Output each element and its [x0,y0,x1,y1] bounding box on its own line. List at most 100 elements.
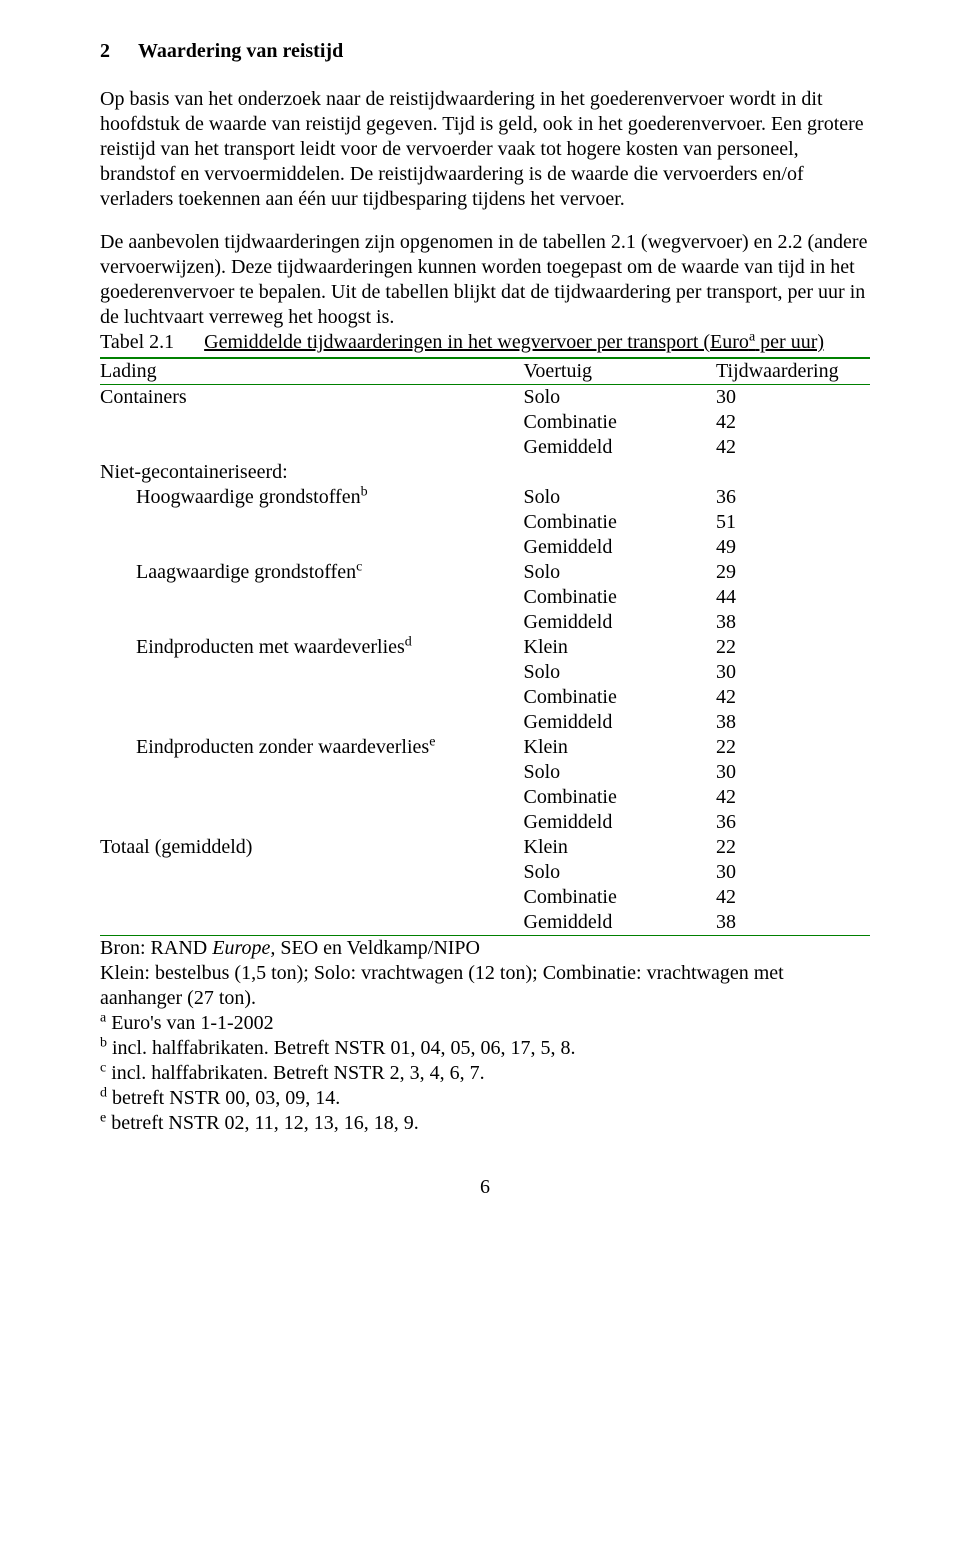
table-row: Solo30 [100,760,870,785]
cell-lading [100,610,524,635]
table-row: Niet-gecontaineriseerd: [100,460,870,485]
table-row: Eindproducten met waardeverliesdKlein22 [100,635,870,660]
cell-voertuig: Gemiddeld [524,535,717,560]
cell-lading: Niet-gecontaineriseerd: [100,460,524,485]
table-row: Combinatie44 [100,585,870,610]
cell-voertuig: Gemiddeld [524,710,717,735]
cell-voertuig: Gemiddeld [524,435,717,460]
cell-voertuig: Solo [524,760,717,785]
cell-lading: Totaal (gemiddeld) [100,835,524,860]
cell-waarde: 44 [716,585,870,610]
cell-lading: Hoogwaardige grondstoffenb [100,485,524,510]
cell-waarde: 30 [716,760,870,785]
table-header-waarde: Tijdwaardering [716,358,870,385]
cell-waarde: 22 [716,835,870,860]
cell-waarde: 38 [716,910,870,936]
cell-lading [100,585,524,610]
cell-waarde: 42 [716,410,870,435]
cell-voertuig: Solo [524,860,717,885]
cell-voertuig: Combinatie [524,510,717,535]
cell-voertuig: Klein [524,835,717,860]
cell-lading: Eindproducten zonder waardeverliese [100,735,524,760]
document-page: 2 Waardering van reistijd Op basis van he… [0,0,960,1239]
cell-lading [100,410,524,435]
table-row: Eindproducten zonder waardeverlieseKlein… [100,735,870,760]
footnote-e: e betreft NSTR 02, 11, 12, 13, 16, 18, 9… [100,1111,870,1136]
cell-lading [100,785,524,810]
table-label: Tabel 2.1 [100,331,174,353]
cell-lading [100,810,524,835]
cell-lading: Eindproducten met waardeverliesd [100,635,524,660]
table-row: Gemiddeld38 [100,610,870,635]
cell-waarde: 42 [716,885,870,910]
table-caption: Tabel 2.1 Gemiddelde tijdwaarderingen in… [100,330,870,355]
cell-lading [100,510,524,535]
cell-voertuig: Klein [524,635,717,660]
cell-waarde: 49 [716,535,870,560]
paragraph-2: De aanbevolen tijdwaarderingen zijn opge… [100,230,870,330]
cell-waarde: 29 [716,560,870,585]
footnote-c: c incl. halffabrikaten. Betreft NSTR 2, … [100,1061,870,1086]
cell-lading: Containers [100,385,524,411]
table-title: Gemiddelde tijdwaarderingen in het wegve… [204,331,824,353]
cell-voertuig: Klein [524,735,717,760]
cell-lading [100,885,524,910]
table-header-lading: Lading [100,358,524,385]
cell-voertuig [524,460,717,485]
section-heading: 2 Waardering van reistijd [100,40,870,63]
table-row: Combinatie42 [100,885,870,910]
cell-waarde: 51 [716,510,870,535]
cell-waarde [716,460,870,485]
cell-lading [100,910,524,936]
cell-lading [100,660,524,685]
cell-lading: Laagwaardige grondstoffenc [100,560,524,585]
cell-lading [100,760,524,785]
heading-number: 2 [100,40,110,63]
page-number: 6 [100,1176,870,1199]
table-row: Hoogwaardige grondstoffenbSolo36 [100,485,870,510]
cell-waarde: 42 [716,685,870,710]
cell-waarde: 42 [716,785,870,810]
table-row: Combinatie42 [100,685,870,710]
cell-waarde: 22 [716,735,870,760]
heading-title: Waardering van reistijd [138,40,343,62]
cell-lading [100,860,524,885]
cell-voertuig: Solo [524,485,717,510]
table-row: Solo30 [100,860,870,885]
footnote-b: b incl. halffabrikaten. Betreft NSTR 01,… [100,1036,870,1061]
cell-voertuig: Gemiddeld [524,910,717,936]
cell-waarde: 22 [716,635,870,660]
cell-waarde: 36 [716,485,870,510]
cell-waarde: 30 [716,860,870,885]
cell-waarde: 38 [716,710,870,735]
cell-waarde: 30 [716,385,870,411]
table-row: Laagwaardige grondstoffencSolo29 [100,560,870,585]
table-row: Gemiddeld49 [100,535,870,560]
cell-voertuig: Combinatie [524,585,717,610]
cell-voertuig: Combinatie [524,885,717,910]
paragraph-1: Op basis van het onderzoek naar de reist… [100,87,870,212]
cell-lading [100,535,524,560]
footnotes: Klein: bestelbus (1,5 ton); Solo: vracht… [100,961,870,1136]
table-row: Gemiddeld42 [100,435,870,460]
table-row: Combinatie51 [100,510,870,535]
table-row: Solo30 [100,660,870,685]
cell-waarde: 42 [716,435,870,460]
table-row: Gemiddeld36 [100,810,870,835]
cell-lading [100,710,524,735]
cell-waarde: 38 [716,610,870,635]
cell-voertuig: Solo [524,560,717,585]
table-header-row: Lading Voertuig Tijdwaardering [100,358,870,385]
table-row: ContainersSolo30 [100,385,870,411]
table-row: Totaal (gemiddeld)Klein22 [100,835,870,860]
cell-lading [100,685,524,710]
cell-voertuig: Combinatie [524,785,717,810]
table-source-row: Bron: RAND Europe, SEO en Veldkamp/NIPO [100,936,870,962]
data-table: Lading Voertuig Tijdwaardering Container… [100,357,870,961]
cell-voertuig: Gemiddeld [524,810,717,835]
table-source: Bron: RAND Europe, SEO en Veldkamp/NIPO [100,936,870,962]
cell-waarde: 30 [716,660,870,685]
footnote-d: d betreft NSTR 00, 03, 09, 14. [100,1086,870,1111]
footnote-a: a Euro's van 1-1-2002 [100,1011,870,1036]
cell-voertuig: Solo [524,660,717,685]
